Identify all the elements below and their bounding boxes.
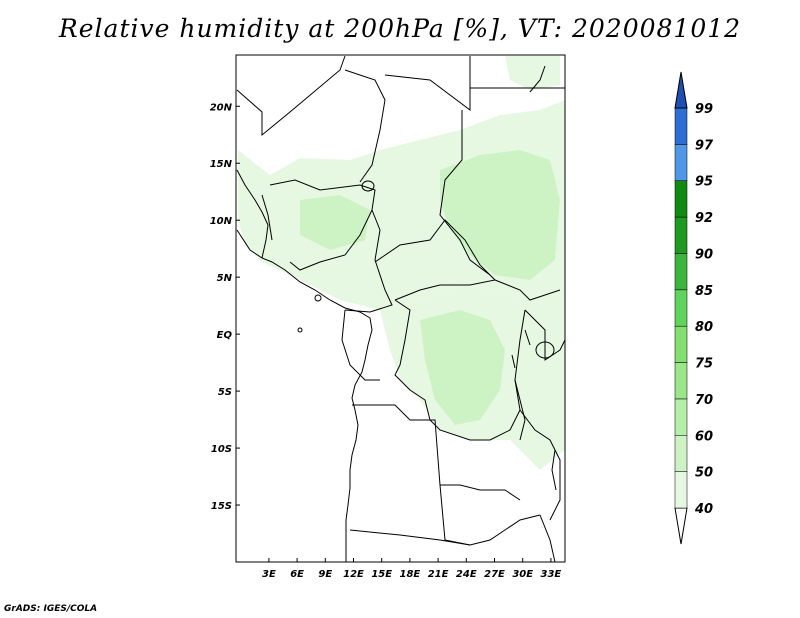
border-coast-guinea: [236, 229, 263, 259]
x-tick-label: 3E: [262, 569, 276, 580]
humidity-area-medium-3: [300, 195, 370, 250]
lake-albert: [524, 329, 531, 346]
y-axis-ticks: 20N 15N 10N 5N EQ 5S 10S 15S: [210, 102, 240, 512]
colorbar-label: 60: [695, 429, 713, 444]
y-tick-label: 5S: [218, 387, 232, 398]
lake-victoria: [535, 341, 555, 359]
colorbar-label: 90: [695, 247, 713, 262]
border-mozambique: [539, 514, 556, 563]
border-namibia: [349, 529, 471, 546]
x-tick-label: 9E: [318, 569, 332, 580]
border-chad-sudan: [439, 110, 491, 276]
y-tick-label: EQ: [217, 330, 233, 341]
colorbar-segment: [674, 471, 688, 509]
colorbar-segment: [674, 289, 688, 327]
x-tick-label: 30E: [512, 569, 533, 580]
border-car: [374, 219, 497, 301]
credit-text: GrADS: IGES/COLA: [4, 604, 98, 614]
colorbar-label: 50: [695, 466, 713, 481]
border-mali-niger: [236, 55, 346, 137]
lake-tanganyika: [514, 379, 526, 441]
x-tick-label: 33E: [541, 569, 562, 580]
colorbar-segment: [674, 180, 688, 218]
colorbar-label: 99: [695, 102, 713, 117]
x-tick-label: 24E: [456, 569, 477, 580]
x-tick-label: 6E: [290, 569, 304, 580]
border-cameroon: [344, 209, 393, 313]
border-zambia: [439, 484, 541, 546]
x-tick-label: 21E: [428, 569, 449, 580]
y-tick-label: 5N: [217, 273, 233, 284]
border-libya-chad: [384, 56, 471, 111]
colorbar-segment: [674, 435, 688, 472]
colorbar-label: 80: [695, 320, 713, 335]
map-frame: [235, 54, 566, 563]
colorbar-label: 70: [695, 393, 713, 408]
x-tick-label: 18E: [400, 569, 421, 580]
humidity-shading: [238, 56, 565, 470]
x-tick-label: 27E: [484, 569, 505, 580]
colorbar-segment: [674, 362, 688, 400]
lake-kivu: [511, 354, 516, 369]
y-tick-label: 10N: [210, 216, 233, 227]
lake-malawi: [551, 449, 557, 491]
red-sea-fragment: [529, 65, 546, 93]
colorbar-label: 95: [695, 175, 713, 190]
colorbar-segment: [674, 398, 688, 436]
colorbar-max-arrow: [674, 71, 688, 109]
colorbar-label: 75: [695, 357, 713, 372]
colorbar-label: 92: [695, 211, 713, 226]
colorbar-segment: [674, 216, 688, 254]
y-tick-label: 15S: [211, 501, 232, 512]
colorbar-segment: [674, 144, 688, 181]
y-tick-label: 20N: [210, 102, 233, 113]
x-tick-label: 12E: [343, 569, 364, 580]
x-axis-ticks: 3E 6E 9E 12E 15E 18E 21E 24E 27E 30E 33E: [262, 558, 561, 580]
colorbar-label: 97: [695, 138, 714, 153]
x-tick-label: 15E: [371, 569, 392, 580]
sao-tome-island: [297, 327, 303, 333]
colorbar-segment: [674, 107, 688, 145]
border-east: [524, 309, 566, 361]
coastline-west: [236, 169, 373, 562]
colorbar-segment: [674, 325, 688, 363]
humidity-area-medium-2: [420, 310, 505, 425]
lake-chad: [361, 180, 375, 192]
colorbar-label: 40: [694, 502, 713, 517]
border-congo: [341, 309, 380, 381]
humidity-area-ne-corner: [505, 56, 560, 90]
colorbar-min-arrow: [674, 507, 688, 545]
colorbar: 40 50 60 70 75 80 85 90 92 95 97 99: [674, 71, 714, 545]
colorbar-segment: [674, 253, 688, 291]
border-niger-chad: [344, 69, 386, 183]
y-tick-label: 10S: [211, 444, 232, 455]
map-title: Relative humidity at 200hPa [%], VT: 202…: [58, 14, 742, 43]
y-tick-label: 15N: [210, 159, 233, 170]
colorbar-label: 85: [695, 284, 713, 299]
border-south-sudan: [494, 279, 561, 301]
country-borders: [236, 55, 566, 563]
border-ghana: [261, 194, 273, 241]
bioko-island: [314, 294, 322, 302]
